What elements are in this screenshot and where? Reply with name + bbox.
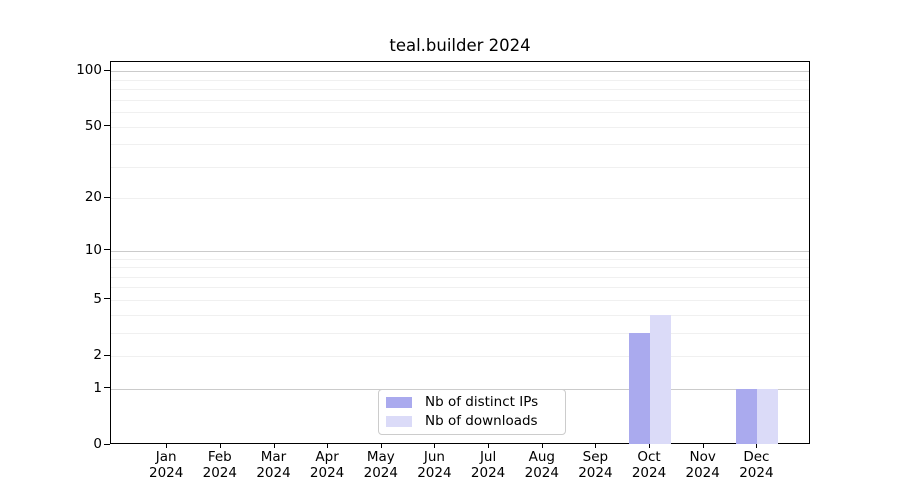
gridline-minor (111, 198, 809, 200)
x-tick-mark (327, 444, 329, 448)
x-tick-label: Dec 2024 (739, 449, 774, 481)
x-tick-mark (649, 444, 650, 448)
bar-nb-of-downloads-dec-2024 (757, 388, 779, 444)
x-tick-label: Oct 2024 (631, 449, 667, 481)
x-tick-mark (434, 444, 436, 448)
gridline-major (111, 71, 809, 73)
gridline-minor (111, 112, 809, 113)
x-tick-mark (488, 444, 490, 448)
bar-nb-of-distinct-ips-oct-2024 (629, 332, 650, 444)
legend-entry-nb-of-distinct-ips: Nb of distinct IPs (386, 395, 565, 410)
legend: Nb of distinct IPs Nb of downloads (378, 389, 566, 435)
x-tick-mark (380, 444, 382, 448)
y-tick-mark (104, 387, 110, 389)
gridline-minor (111, 79, 809, 81)
y-tick-mark (104, 69, 110, 71)
gridline-minor (111, 166, 809, 168)
x-tick-mark (219, 444, 221, 448)
x-tick-label: Nov 2024 (685, 449, 720, 481)
x-tick-label: Jul 2024 (470, 449, 506, 481)
y-tick-label: 0 (93, 436, 102, 452)
gridline-minor (111, 99, 809, 101)
bar-nb-of-distinct-ips-dec-2024 (736, 388, 758, 444)
bar-nb-of-downloads-oct-2024 (650, 314, 671, 444)
x-tick-mark (166, 444, 168, 448)
y-tick-label: 1 (93, 379, 102, 396)
y-tick-label: 50 (84, 117, 102, 134)
y-tick-label: 20 (84, 189, 102, 206)
x-tick-label: Jun 2024 (417, 449, 452, 481)
gridline-minor (111, 299, 809, 301)
x-tick-mark (541, 444, 543, 448)
x-tick-label: Mar 2024 (256, 449, 291, 481)
y-tick-mark (104, 196, 110, 198)
y-tick-label: 10 (84, 241, 102, 258)
x-tick-label: Apr 2024 (309, 449, 345, 481)
legend-label: Nb of distinct IPs (425, 394, 539, 410)
y-tick-label: 2 (93, 347, 102, 363)
x-tick-label: Jan 2024 (149, 449, 184, 481)
x-tick-label: Aug 2024 (524, 449, 559, 481)
x-tick-label: Feb 2024 (202, 449, 237, 481)
y-tick-mark (104, 298, 110, 300)
x-tick-mark (273, 444, 275, 448)
gridline-minor (111, 126, 809, 128)
gridline-minor (111, 314, 809, 316)
x-tick-mark (702, 444, 704, 448)
gridline-minor (111, 332, 809, 334)
y-tick-mark (104, 249, 110, 251)
legend-entry-nb-of-downloads: Nb of downloads (386, 414, 565, 429)
y-tick-mark (104, 125, 110, 126)
y-tick-label: 100 (76, 62, 102, 79)
gridline-minor (111, 267, 809, 268)
legend-swatch-nb-of-distinct-ips (386, 397, 412, 408)
legend-label: Nb of downloads (425, 413, 538, 429)
x-tick-label: Sep 2024 (578, 449, 613, 481)
gridline-major (111, 250, 809, 252)
plot-area (110, 61, 810, 444)
x-tick-mark (756, 444, 758, 448)
chart-title: teal.builder 2024 (389, 36, 531, 55)
gridline-minor (111, 258, 809, 260)
gridline-minor (111, 89, 809, 90)
x-tick-mark (595, 444, 597, 448)
y-tick-label: 5 (93, 290, 102, 307)
gridline-minor (111, 276, 809, 278)
x-tick-label: May 2024 (363, 449, 398, 481)
y-tick-mark (104, 443, 110, 445)
gridline-minor (111, 287, 809, 289)
y-tick-mark (104, 354, 110, 356)
gridline-minor (111, 356, 809, 357)
gridline-minor (111, 144, 809, 146)
legend-swatch-nb-of-downloads (386, 416, 412, 427)
